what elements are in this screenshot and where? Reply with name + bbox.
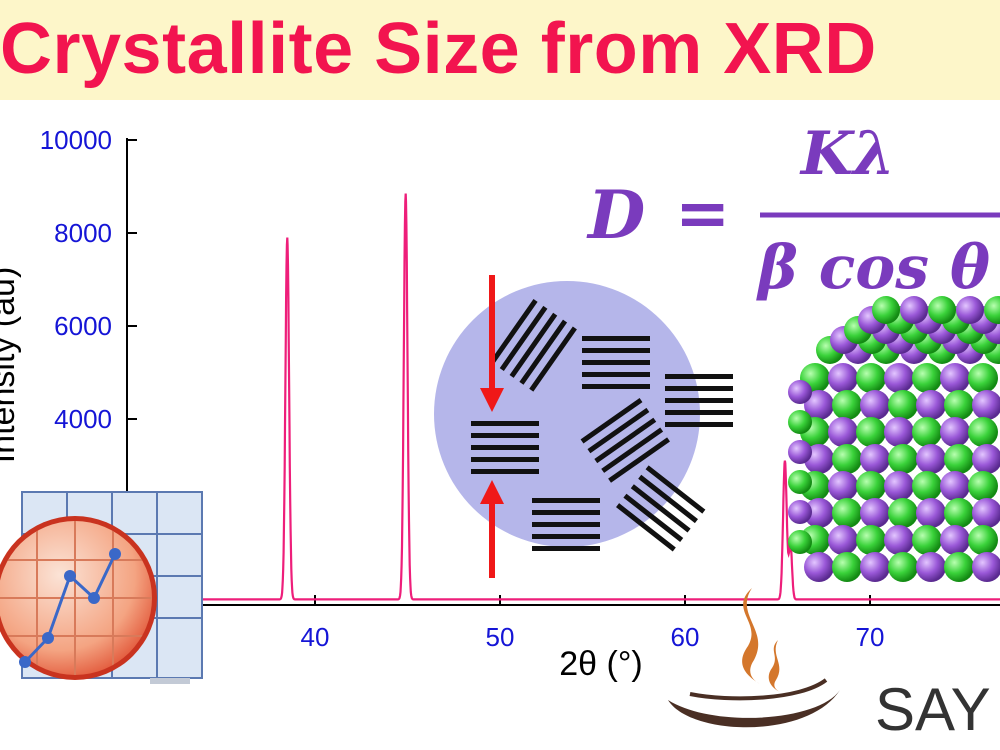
formula-lhs: D <box>586 176 645 254</box>
formula-denominator: β cos θ <box>756 233 990 303</box>
xrd-trace <box>185 193 1000 601</box>
grain-diagram <box>434 275 733 578</box>
formula-equals: = <box>675 174 730 252</box>
grain-stack <box>665 374 733 427</box>
grain-stack <box>580 398 670 483</box>
grain-stack <box>616 465 706 552</box>
x-tick-label: 60 <box>671 622 700 652</box>
xrd-chart: 4000 6000 8000 10000 40 50 60 70 Intensity (au… <box>0 119 1000 743</box>
x-ticks: 40 50 60 70 <box>301 595 885 652</box>
arrow-down-head <box>480 388 504 412</box>
brand-logo: SAY <box>668 588 991 743</box>
plot-orb-icon <box>0 516 157 680</box>
y-tick-label: 8000 <box>54 218 112 248</box>
x-tick-label: 70 <box>856 622 885 652</box>
arrow-up-head <box>480 480 504 504</box>
x-axis-label: 2θ (°) <box>559 645 643 683</box>
x-tick-label: 40 <box>301 622 330 652</box>
y-tick-label: 10000 <box>40 125 112 155</box>
y-tick-label: 4000 <box>54 404 112 434</box>
grain-stack <box>582 336 650 389</box>
x-tick-label: 50 <box>486 622 515 652</box>
y-ticks: 4000 6000 8000 10000 <box>40 125 137 434</box>
y-tick-label: 6000 <box>54 311 112 341</box>
grain-stack <box>489 298 577 392</box>
grain-stack <box>471 421 539 474</box>
crystal-lattice-icon <box>788 296 1000 582</box>
formula-numerator: Kλ <box>799 119 895 189</box>
grain-stack <box>532 498 600 551</box>
title-banner: Crystallite Size from XRD <box>0 0 1000 100</box>
y-axis-label: Intensity (au) <box>0 267 22 464</box>
page-title: Crystallite Size from XRD <box>0 9 877 89</box>
brand-text: SAY <box>875 676 991 743</box>
